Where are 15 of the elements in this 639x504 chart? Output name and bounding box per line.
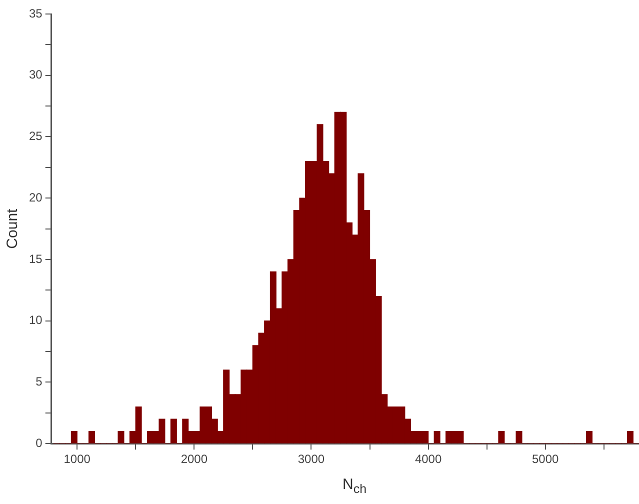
y-tick-label: 30	[28, 68, 43, 82]
x-axis-title: N$_{ch}$	[341, 476, 368, 496]
y-tick-label: 35	[28, 6, 43, 20]
x-tick-label: 1000	[64, 452, 91, 466]
y-tick-label: 0	[36, 436, 43, 450]
y-tick-label: 5	[36, 374, 43, 389]
y-tick-label: 15	[28, 252, 43, 266]
x-tick-label: 3000	[298, 452, 325, 466]
x-tick-label: 5000	[532, 452, 560, 466]
y-tick-label: 20	[28, 190, 43, 204]
y-tick-label: 25	[28, 129, 43, 144]
x-tick-label: 4000	[414, 452, 442, 466]
y-axis-title: Count	[4, 208, 22, 249]
y-tick-label: 10	[28, 313, 43, 328]
x-tick-label: 2000	[180, 452, 208, 466]
